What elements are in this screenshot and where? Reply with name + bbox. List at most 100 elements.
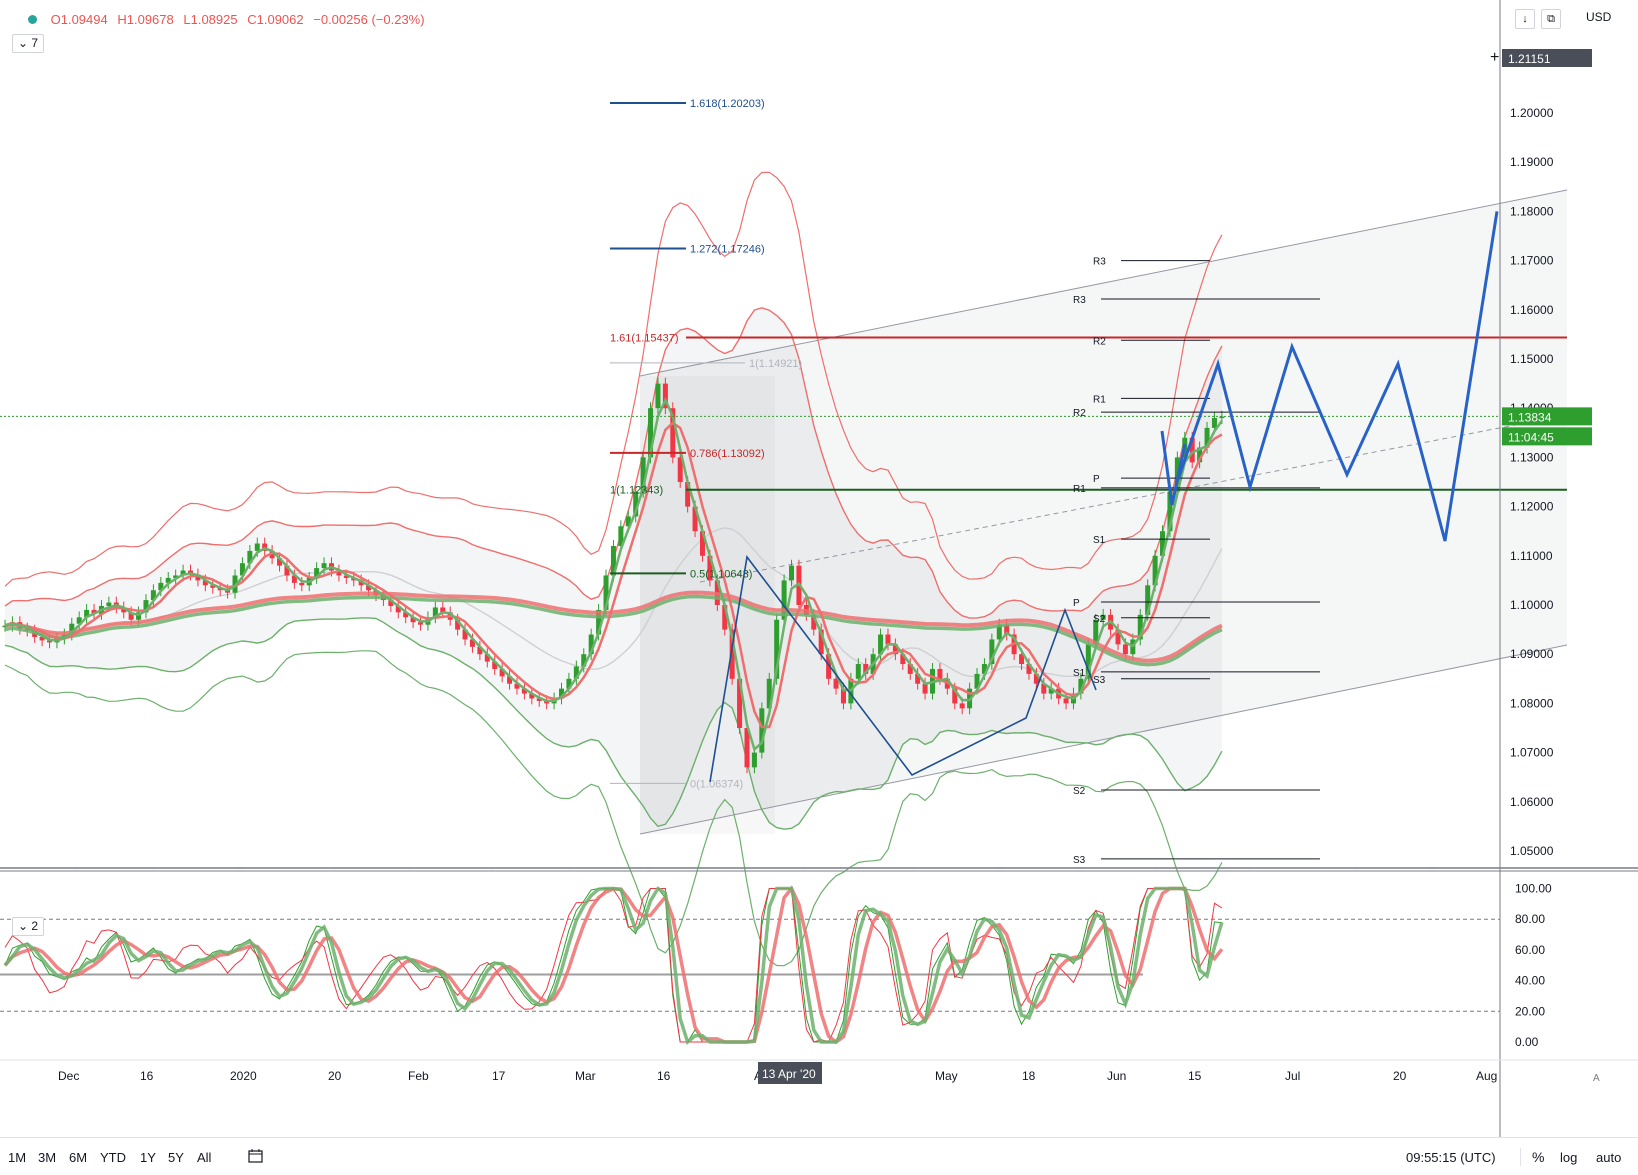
osc-pane-collapse-button[interactable]: ⌄ 2 [12,917,45,936]
range-ytd[interactable]: YTD [100,1150,126,1165]
projection-zigzag-line [1176,211,1499,542]
candle-body [789,565,795,581]
candle-body [180,570,186,576]
candle-body [1093,619,1099,645]
range-1m[interactable]: 1M [8,1150,27,1165]
candle-body [833,678,839,689]
log-toggle[interactable]: log [1560,1150,1578,1165]
candle-body [603,575,609,610]
candle-body [1085,644,1091,679]
range-3m[interactable]: 3M [38,1150,57,1165]
auto-toggle[interactable]: auto [1596,1150,1622,1165]
ema-slow-green [4,594,1223,667]
calendar-goto-icon[interactable] [248,1149,264,1163]
candle-body [343,575,349,578]
fib-and-pivot-levels: 1.618(1.20203) 1.272(1.17246) 1.61(1.15437… [0,98,1567,866]
candle-body [366,585,372,591]
candle-body [996,624,1002,640]
basis-line [4,527,1223,678]
candle-body [1219,416,1225,419]
candle-body [536,698,542,701]
pane-shading [0,0,1500,1137]
candle-body [774,619,780,679]
time-tick-label: Mar [575,1069,596,1083]
candle-body [662,383,668,409]
candle-body [1004,624,1010,635]
price-tick-label: 1.12000 [1510,500,1554,514]
main-pane-collapse-button[interactable]: ⌄ 7 [12,34,45,53]
candle-body [1019,654,1025,665]
candle-body [811,614,817,630]
clock-time[interactable]: 09:55:15 (UTC) [1406,1150,1496,1165]
candle-body [314,568,320,578]
time-tick-label: 16 [657,1069,671,1083]
moving-averages [4,396,1223,752]
range-1y[interactable]: 1Y [140,1150,156,1165]
candle-body [106,602,112,606]
fib-level-label: 1.618(1.20203) [690,98,765,110]
candle-body [648,408,654,458]
fullscreen-icon[interactable]: ⧉ [1541,9,1561,29]
candle-body [173,575,179,578]
candle-body [514,683,520,689]
candle-body [900,654,906,665]
candle-body [737,678,743,728]
candle-body [1152,555,1158,586]
candle-body [1137,614,1143,640]
osc-tick-label: 20.00 [1515,1004,1545,1018]
price-tick-label: 1.13000 [1510,450,1554,464]
candle-body [1048,688,1054,694]
candle-body [529,693,535,699]
candle-body [892,644,898,655]
candle-body [1160,531,1166,556]
osc-tick-label: 100.00 [1515,882,1552,896]
candlesticks [2,377,1225,774]
candle-body [722,605,728,630]
price-tick-label: 1.07000 [1510,746,1554,760]
candle-body [299,582,305,586]
candle-body [291,575,297,583]
stochastic-oscillator [0,885,1500,1046]
candle-body [670,408,676,458]
time-tick-label: Jul [1285,1069,1300,1083]
pivot-weekly-label: S2 [1093,614,1106,625]
fib-level-label: 1.61(1.15437) [610,332,679,344]
candle-body [959,703,965,709]
candle-body [1122,644,1128,655]
candle-body [974,673,980,689]
scroll-down-icon[interactable]: ↓ [1515,9,1535,29]
candle-body [477,646,483,655]
pivot-monthly-label: P [1073,598,1080,609]
time-cursor-label: 13 Apr '20 [762,1067,816,1081]
price-tick-label: 1.11000 [1510,549,1553,563]
candle-body [128,612,134,620]
candle-body [321,563,327,569]
pivot-weekly-label: S1 [1093,535,1106,546]
percent-toggle[interactable]: % [1532,1149,1545,1165]
ohlc-open: O1.09494 [50,12,108,27]
candle-body [410,617,416,623]
fib-level-label: 1.272(1.17246) [690,243,765,255]
range-6m[interactable]: 6M [69,1150,88,1165]
candle-body [277,558,283,566]
candle-body [284,565,290,576]
price-tick-label: 1.08000 [1510,696,1554,710]
candle-body [1189,437,1195,463]
range-5y[interactable]: 5Y [168,1150,184,1165]
candle-body [121,607,127,613]
candle-body [1204,427,1210,448]
price-tick-label: 1.09000 [1510,647,1554,661]
candle-body [150,590,156,601]
candle-body [388,600,394,606]
price-tick-label: 1.20000 [1510,106,1554,120]
candle-body [952,688,958,704]
range-all[interactable]: All [197,1150,212,1165]
candle-body [499,668,505,677]
osc-tick-label: 40.00 [1515,974,1545,988]
channel-lower-line [639,644,1568,835]
ohlc-low: L1.08925 [183,12,238,27]
projection-zigzag [709,211,1499,783]
time-tick-label: Feb [408,1069,429,1083]
candle-body [759,708,765,753]
